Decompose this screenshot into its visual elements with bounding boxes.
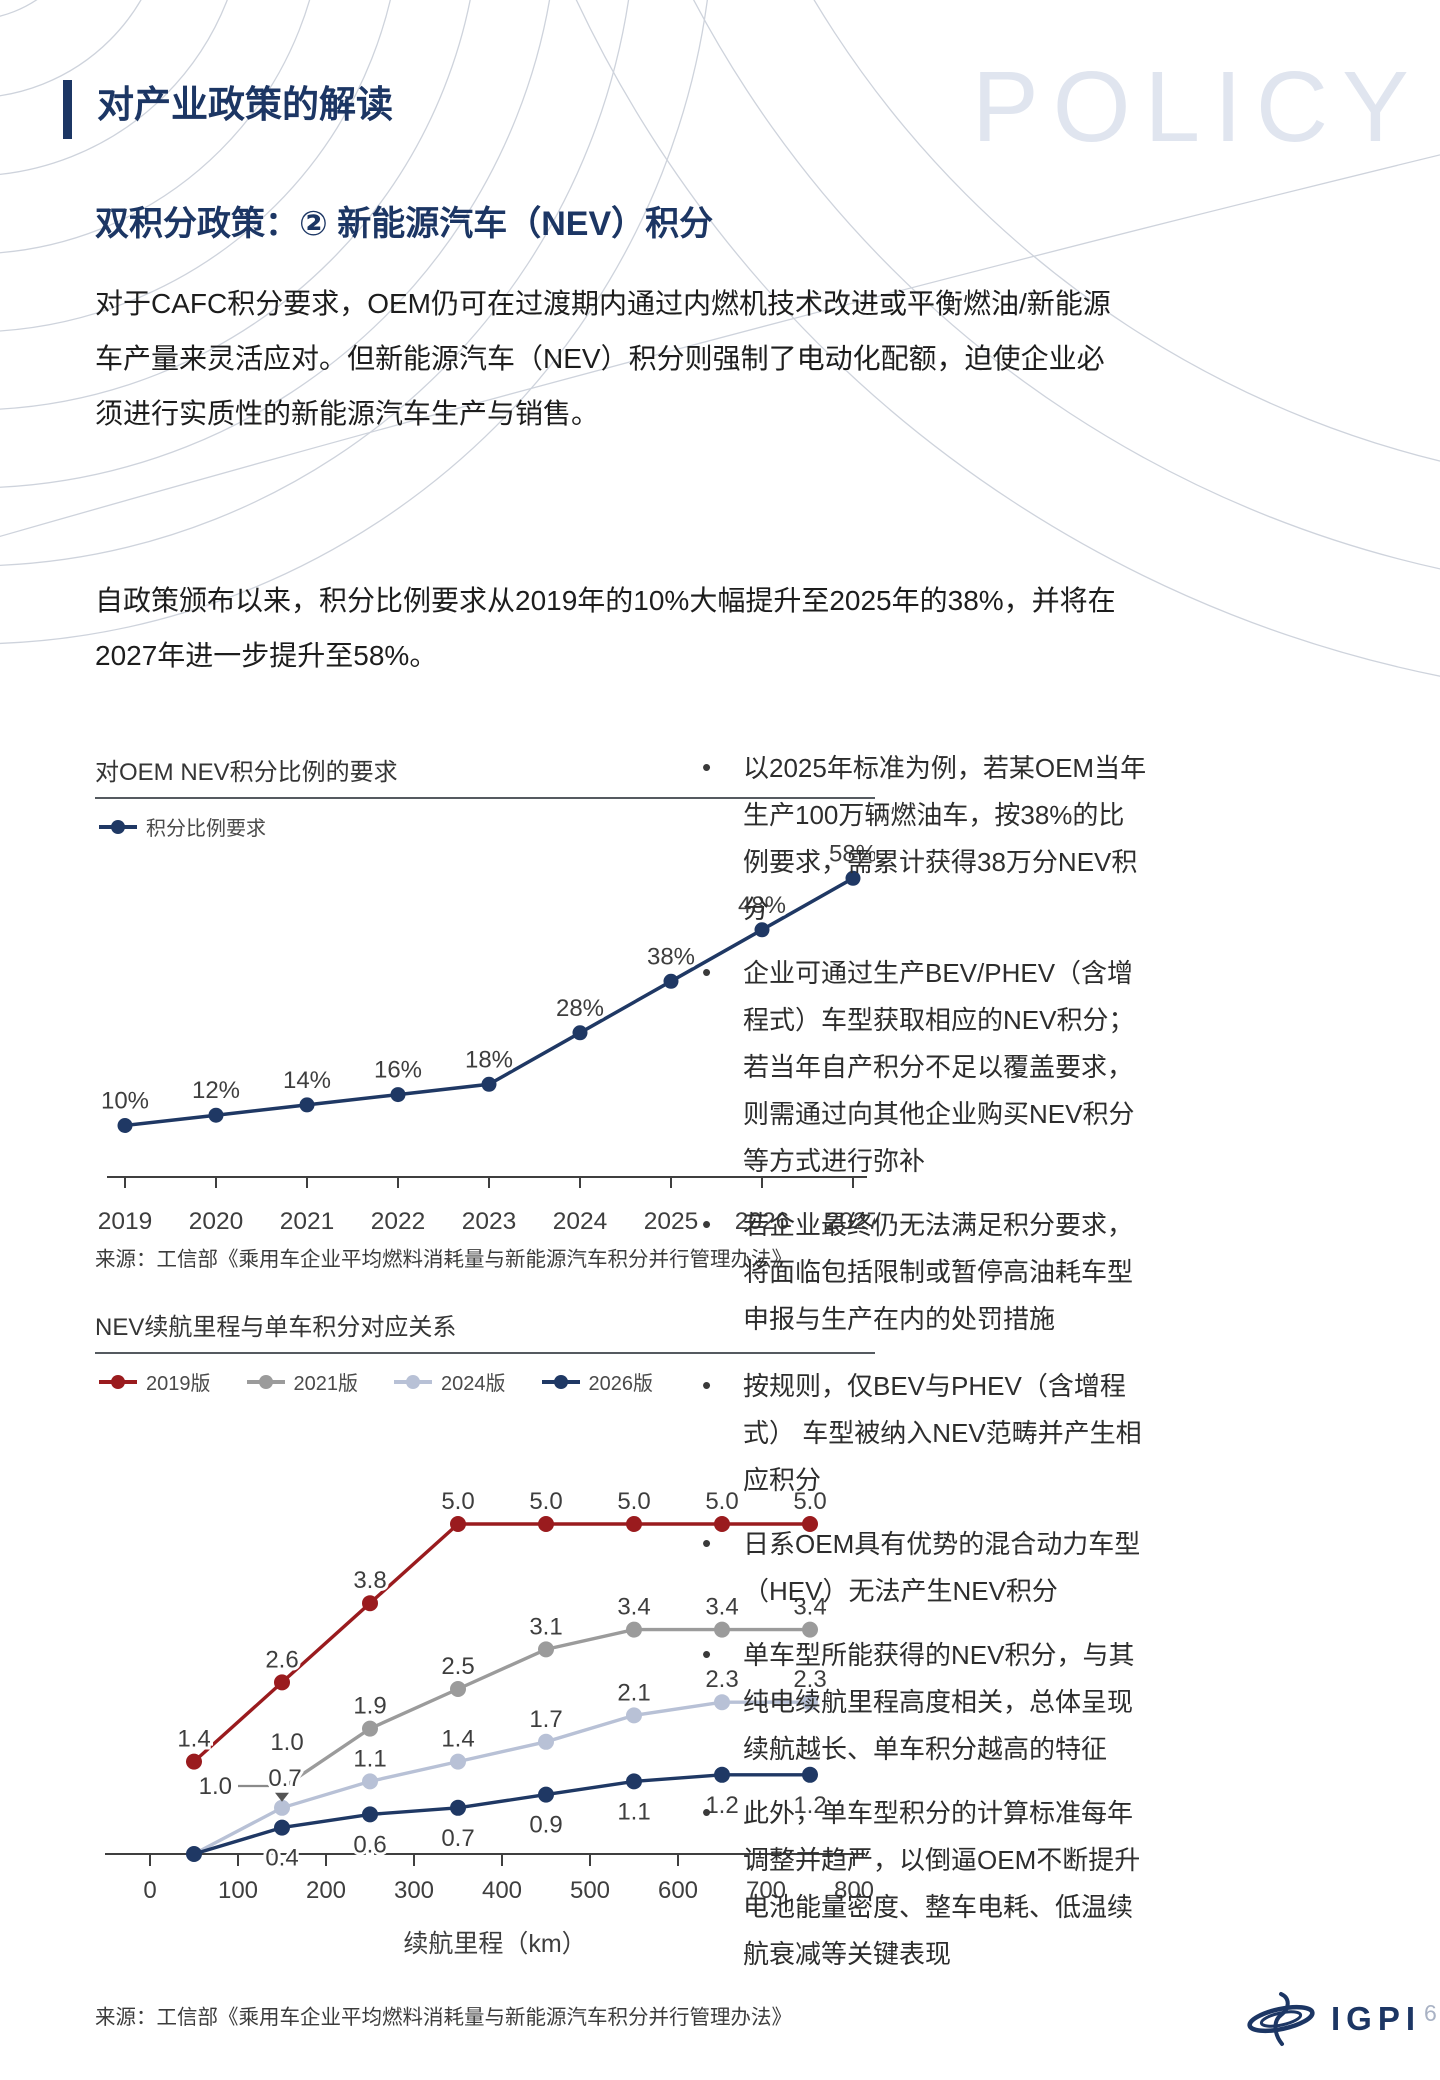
svg-text:0.4: 0.4 [265, 1845, 298, 1872]
chart2-range-credit-relation: NEV续航里程与单车积分对应关系 2019版 2021版 2024版 2026版 1.… [95, 1307, 877, 1976]
chart2-source: 来源：工信部《乘用车企业平均燃料消耗量与新能源汽车积分并行管理办法》 [95, 2006, 792, 2029]
svg-text:0.7: 0.7 [441, 1825, 474, 1852]
svg-text:500: 500 [570, 1877, 610, 1904]
chart2-legend: 2019版 2021版 2024版 2026版 [99, 1367, 875, 1396]
svg-text:3.1: 3.1 [529, 1613, 562, 1640]
svg-text:2.1: 2.1 [617, 1679, 650, 1706]
svg-text:1.4: 1.4 [441, 1726, 474, 1753]
svg-text:2022: 2022 [371, 1208, 426, 1235]
svg-text:2019: 2019 [98, 1208, 153, 1235]
svg-text:5.0: 5.0 [617, 1488, 650, 1515]
legend-label: 2026版 [588, 1373, 654, 1395]
bullet-item: 此外，单车型积分的计算标准每年调整并趋严，以倒逼OEM不断提升电池能量密度、整车… [697, 1789, 1149, 1978]
chart1-legend: 积分比例要求 [99, 812, 875, 841]
intro-paragraph-2: 自政策颁布以来，积分比例要求从2019年的10%大幅提升至2025年的38%，并… [95, 573, 1116, 683]
svg-text:续航里程（km）: 续航里程（km） [403, 1930, 586, 1958]
bullet-item: 若企业最终仍无法满足积分要求，将面临包括限制或暂停高油耗车型申报与生产在内的处罚… [697, 1201, 1149, 1343]
svg-text:1.0: 1.0 [199, 1773, 232, 1800]
page-title: 对产业政策的解读 [97, 84, 393, 125]
page-number: 6 [1424, 2000, 1437, 2026]
svg-text:18%: 18% [465, 1046, 513, 1073]
svg-text:2.6: 2.6 [265, 1646, 298, 1673]
svg-text:0: 0 [143, 1877, 156, 1904]
commentary-bullets-group2: 按规则，仅BEV与PHEV（含增程式） 车型被纳入NEV范畴并产生相应积分日系O… [697, 1362, 1149, 1995]
paragraph-line: 须进行实质性的新能源汽车生产与销售。 [95, 398, 600, 429]
svg-text:1.1: 1.1 [353, 1745, 386, 1772]
svg-text:5.0: 5.0 [441, 1488, 474, 1515]
paragraph-line: 2027年进一步提升至58%。 [95, 640, 438, 671]
svg-text:10%: 10% [101, 1088, 149, 1115]
legend-item: 积分比例要求 [99, 812, 266, 841]
svg-text:14%: 14% [283, 1067, 331, 1094]
legend-item: 2024版 [394, 1367, 506, 1396]
bullet-item: 企业可通过生产BEV/PHEV（含增程式）车型获取相应的NEV积分；若当年自产积… [697, 949, 1149, 1185]
bullet-item: 以2025年标准为例，若某OEM当年生产100万辆燃油车，按38%的比例要求，需… [697, 744, 1149, 933]
svg-text:0.6: 0.6 [353, 1831, 386, 1858]
paragraph-line: 自政策颁布以来，积分比例要求从2019年的10%大幅提升至2025年的38%，并… [95, 585, 1116, 616]
svg-text:2021: 2021 [280, 1208, 335, 1235]
svg-text:1.9: 1.9 [353, 1693, 386, 1720]
heading-accent-bar [63, 80, 72, 139]
svg-text:100: 100 [218, 1877, 258, 1904]
footer-brand: IGPI [1243, 1990, 1421, 2048]
svg-text:16%: 16% [374, 1057, 422, 1084]
svg-text:400: 400 [482, 1877, 522, 1904]
chart2-title: NEV续航里程与单车积分对应关系 [95, 1307, 875, 1354]
svg-text:300: 300 [394, 1877, 434, 1904]
chart1-source: 来源：工信部《乘用车企业平均燃料消耗量与新能源汽车积分并行管理办法》 [95, 1248, 792, 1271]
chart1-title: 对OEM NEV积分比例的要求 [95, 752, 875, 799]
svg-text:600: 600 [658, 1877, 698, 1904]
legend-line-dot-icon [541, 1374, 580, 1389]
svg-text:2.5: 2.5 [441, 1653, 474, 1680]
svg-text:1.7: 1.7 [529, 1706, 562, 1733]
bullet-item: 日系OEM具有优势的混合动力车型（HEV）无法产生NEV积分 [697, 1520, 1149, 1615]
svg-text:28%: 28% [556, 995, 604, 1022]
legend-label: 2021版 [293, 1373, 359, 1395]
svg-text:5.0: 5.0 [529, 1488, 562, 1515]
svg-text:200: 200 [306, 1877, 346, 1904]
legend-line-dot-icon [246, 1374, 285, 1389]
legend-label: 积分比例要求 [146, 818, 266, 840]
svg-text:0.7: 0.7 [268, 1765, 301, 1792]
bullet-item: 单车型所能获得的NEV积分，与其纯电续航里程高度相关，总体呈现续航越长、单车积分… [697, 1631, 1149, 1773]
bullet-item: 按规则，仅BEV与PHEV（含增程式） 车型被纳入NEV范畴并产生相应积分 [697, 1362, 1149, 1504]
policy-watermark: POLICY [972, 51, 1423, 163]
legend-item: 2026版 [541, 1367, 654, 1396]
svg-text:38%: 38% [647, 943, 695, 970]
legend-label: 2019版 [146, 1373, 211, 1395]
igpi-logo-icon [1247, 1992, 1315, 2046]
svg-text:1.1: 1.1 [617, 1798, 650, 1825]
section-subtitle: 双积分政策：② 新能源汽车（NEV）积分 [95, 205, 714, 243]
legend-label: 2024版 [441, 1373, 506, 1395]
svg-text:3.8: 3.8 [353, 1567, 386, 1594]
legend-item: 2019版 [99, 1367, 211, 1396]
legend-line-dot-icon [99, 819, 137, 834]
paragraph-line: 车产量来灵活应对。但新能源汽车（NEV）积分则强制了电动化配额，迫使企业必 [95, 343, 1105, 374]
intro-paragraph-1: 对于CAFC积分要求，OEM仍可在过渡期内通过内燃机技术改进或平衡燃油/新能源车… [95, 276, 1111, 441]
svg-text:1.4: 1.4 [177, 1726, 210, 1753]
commentary-bullets-group1: 以2025年标准为例，若某OEM当年生产100万辆燃油车，按38%的比例要求，需… [697, 744, 1149, 1360]
paragraph-line: 对于CAFC积分要求，OEM仍可在过渡期内通过内燃机技术改进或平衡燃油/新能源 [95, 288, 1111, 319]
svg-text:0.9: 0.9 [529, 1812, 562, 1839]
legend-line-dot-icon [99, 1374, 137, 1389]
igpi-logo-text: IGPI [1331, 2000, 1422, 2037]
svg-text:2020: 2020 [189, 1208, 244, 1235]
svg-text:12%: 12% [192, 1077, 240, 1104]
svg-text:2023: 2023 [462, 1208, 517, 1235]
svg-text:3.4: 3.4 [617, 1594, 650, 1621]
svg-text:1.0: 1.0 [270, 1729, 303, 1756]
svg-text:2025: 2025 [644, 1208, 699, 1235]
legend-item: 2021版 [246, 1367, 359, 1396]
legend-line-dot-icon [394, 1374, 432, 1389]
svg-text:2024: 2024 [553, 1208, 608, 1235]
